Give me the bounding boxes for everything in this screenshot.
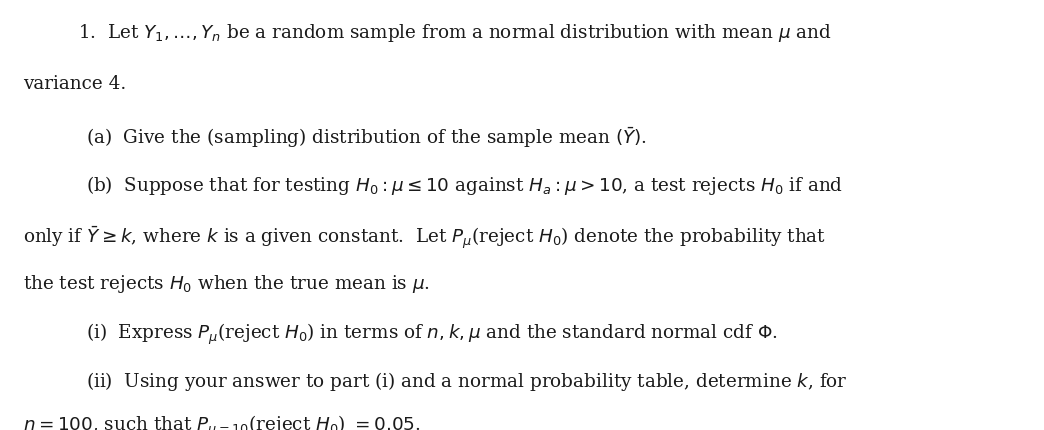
Text: 1.  Let $Y_1,\ldots,Y_n$ be a random sample from a normal distribution with mean: 1. Let $Y_1,\ldots,Y_n$ be a random samp…: [78, 22, 832, 44]
Text: (i)  Express $P_{\mu}$(reject $H_0$) in terms of $n, k, \mu$ and the standard no: (i) Express $P_{\mu}$(reject $H_0$) in t…: [86, 321, 778, 347]
Text: (a)  Give the (sampling) distribution of the sample mean $(\bar{Y})$.: (a) Give the (sampling) distribution of …: [86, 125, 646, 149]
Text: (ii)  Using your answer to part (i) and a normal probability table, determine $k: (ii) Using your answer to part (i) and a…: [86, 369, 848, 392]
Text: (b)  Suppose that for testing $H_0 : \mu \leq 10$ against $H_a : \mu > 10$, a te: (b) Suppose that for testing $H_0 : \mu …: [86, 174, 843, 197]
Text: variance 4.: variance 4.: [23, 75, 126, 93]
Text: only if $\bar{Y} \geq k$, where $k$ is a given constant.  Let $P_{\mu}$(reject $: only if $\bar{Y} \geq k$, where $k$ is a…: [23, 224, 826, 250]
Text: $n = 100$, such that $P_{\mu=10}$(reject $H_0$) $= 0.05$.: $n = 100$, such that $P_{\mu=10}$(reject…: [23, 413, 421, 430]
Text: the test rejects $H_0$ when the true mean is $\mu$.: the test rejects $H_0$ when the true mea…: [23, 272, 430, 294]
